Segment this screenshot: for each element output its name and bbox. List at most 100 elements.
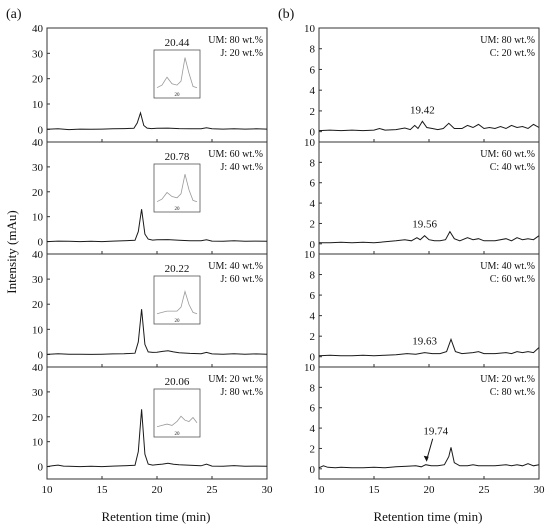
peak-label: 20.78	[165, 151, 190, 163]
peak-label: 19.56	[412, 219, 437, 231]
peak-arrow-head	[423, 455, 429, 462]
inset-line	[156, 290, 198, 315]
peak-label: 19.42	[410, 104, 435, 116]
chromatogram-line	[318, 447, 540, 469]
peak-label: 19.74	[423, 426, 448, 438]
y-tick-label: 20	[32, 187, 44, 199]
y-tick-label: 0	[38, 124, 44, 136]
y-tick-label: 8	[310, 270, 316, 282]
inset-tick-label: 20	[175, 432, 181, 437]
y-tick-label: 40	[32, 23, 44, 35]
y-tick-label: 8	[310, 382, 316, 394]
y-tick-label: 4	[310, 85, 316, 97]
y-tick-label: 8	[310, 157, 316, 169]
x-axis-label-b: Retention time (min)	[373, 509, 482, 524]
composition-label-2: J: 60 wt.%	[221, 274, 264, 285]
y-tick-label: 30	[32, 162, 44, 174]
peak-label: 20.06	[165, 376, 190, 388]
chromatogram-line	[46, 209, 268, 243]
y-tick-label: 30	[32, 274, 44, 286]
inset-tick-label: 20	[175, 93, 181, 98]
chromatogram-line	[46, 409, 268, 468]
y-tick-label: 10	[304, 137, 316, 149]
composition-label-2: J: 20 wt.%	[221, 48, 264, 59]
x-tick-label: 20	[152, 484, 164, 496]
y-tick-label: 10	[32, 437, 44, 449]
y-tick-label: 30	[32, 387, 44, 399]
x-tick-label: 10	[314, 484, 326, 496]
y-tick-label: 20	[32, 74, 44, 86]
x-tick-label: 15	[369, 484, 381, 496]
y-tick-label: 10	[32, 99, 44, 111]
y-tick-label: 0	[310, 127, 316, 139]
inset-line	[156, 57, 198, 89]
y-tick-label: 0	[310, 352, 316, 364]
panel-label-a: (a)	[6, 7, 22, 22]
peak-label: 20.44	[165, 37, 190, 49]
peak-label: 20.22	[165, 263, 190, 275]
x-axis-label-a: Retention time (min)	[101, 509, 210, 524]
x-tick-label: 30	[262, 484, 274, 496]
y-tick-label: 20	[32, 299, 44, 311]
y-tick-label: 6	[310, 64, 316, 76]
x-tick-label: 15	[97, 484, 109, 496]
y-tick-label: 2	[310, 106, 316, 118]
y-tick-label: 4	[310, 423, 316, 435]
y-tick-label: 0	[38, 462, 44, 474]
peak-label: 19.63	[412, 336, 437, 348]
composition-label-1: UM: 40 wt.%	[480, 261, 535, 272]
composition-label-2: C: 20 wt.%	[490, 48, 535, 59]
y-tick-label: 10	[304, 23, 316, 35]
y-tick-label: 2	[310, 218, 316, 230]
chart-panel: 0 2 4 6 8 10 UM: 40 wt.% C: 60 wt.% 19.63	[304, 249, 540, 368]
y-axis-label: Intensity (mAu)	[4, 210, 19, 293]
y-tick-label: 6	[310, 403, 316, 415]
y-tick-label: 30	[32, 48, 44, 60]
y-tick-label: 40	[32, 249, 44, 261]
peak-arrow-line	[426, 438, 434, 460]
chart-panel: 0 10 20 30 40 UM: 60 wt.% J: 40 wt.% 20 20.78	[32, 137, 268, 255]
y-tick-label: 8	[310, 44, 316, 56]
composition-label-2: C: 40 wt.%	[490, 162, 535, 173]
chart-panel: 0 10 20 30 40 10 15 20 25 30 UM: 20 wt.% J: 80 wt.%…	[32, 362, 273, 496]
composition-label-1: UM: 80 wt.%	[208, 35, 263, 46]
inset-frame	[153, 275, 201, 325]
y-tick-label: 40	[32, 362, 44, 374]
y-tick-label: 2	[310, 331, 316, 343]
composition-label-2: C: 80 wt.%	[490, 387, 535, 398]
y-tick-label: 4	[310, 311, 316, 323]
y-tick-label: 10	[32, 324, 44, 336]
inset-frame	[153, 388, 201, 438]
composition-label-2: J: 80 wt.%	[221, 387, 264, 398]
x-tick-label: 20	[424, 484, 436, 496]
composition-label-2: J: 40 wt.%	[221, 162, 264, 173]
chromatogram-line	[318, 120, 540, 132]
chart-panel: 0 10 20 30 40 UM: 80 wt.% J: 20 wt.% 20 20.44	[32, 23, 268, 143]
chromatogram-line	[46, 309, 268, 355]
inset-line	[156, 415, 198, 428]
composition-label-1: UM: 80 wt.%	[480, 35, 535, 46]
x-tick-label: 30	[534, 484, 546, 496]
panel-label-b: (b)	[278, 7, 295, 22]
composition-label-1: UM: 60 wt.%	[208, 149, 263, 160]
inset-tick-label: 20	[175, 319, 181, 324]
y-tick-label: 20	[32, 412, 44, 424]
inset-line	[156, 174, 198, 203]
composition-label-1: UM: 60 wt.%	[480, 149, 535, 160]
composition-label-1: UM: 20 wt.%	[480, 374, 535, 385]
chart-panel: 0 2 4 6 8 10 UM: 80 wt.% C: 20 wt.% 19.42	[304, 23, 540, 143]
y-tick-label: 10	[304, 249, 316, 261]
chart-panel: 0 2 4 6 8 10 UM: 60 wt.% C: 40 wt.% 19.56	[304, 137, 540, 255]
y-tick-label: 0	[310, 239, 316, 251]
y-tick-label: 2	[310, 443, 316, 455]
x-tick-label: 25	[479, 484, 491, 496]
y-tick-label: 0	[310, 464, 316, 476]
chart-panel: 0 2 4 6 8 10 10 15 20 25 30 UM: 20 wt.% C: 80 wt.% 19…	[304, 362, 545, 496]
chromatogram-line	[46, 111, 268, 131]
y-tick-label: 4	[310, 198, 316, 210]
inset-frame	[153, 163, 201, 213]
x-tick-label: 10	[42, 484, 54, 496]
y-tick-label: 6	[310, 178, 316, 190]
chromatogram-line	[318, 337, 540, 357]
